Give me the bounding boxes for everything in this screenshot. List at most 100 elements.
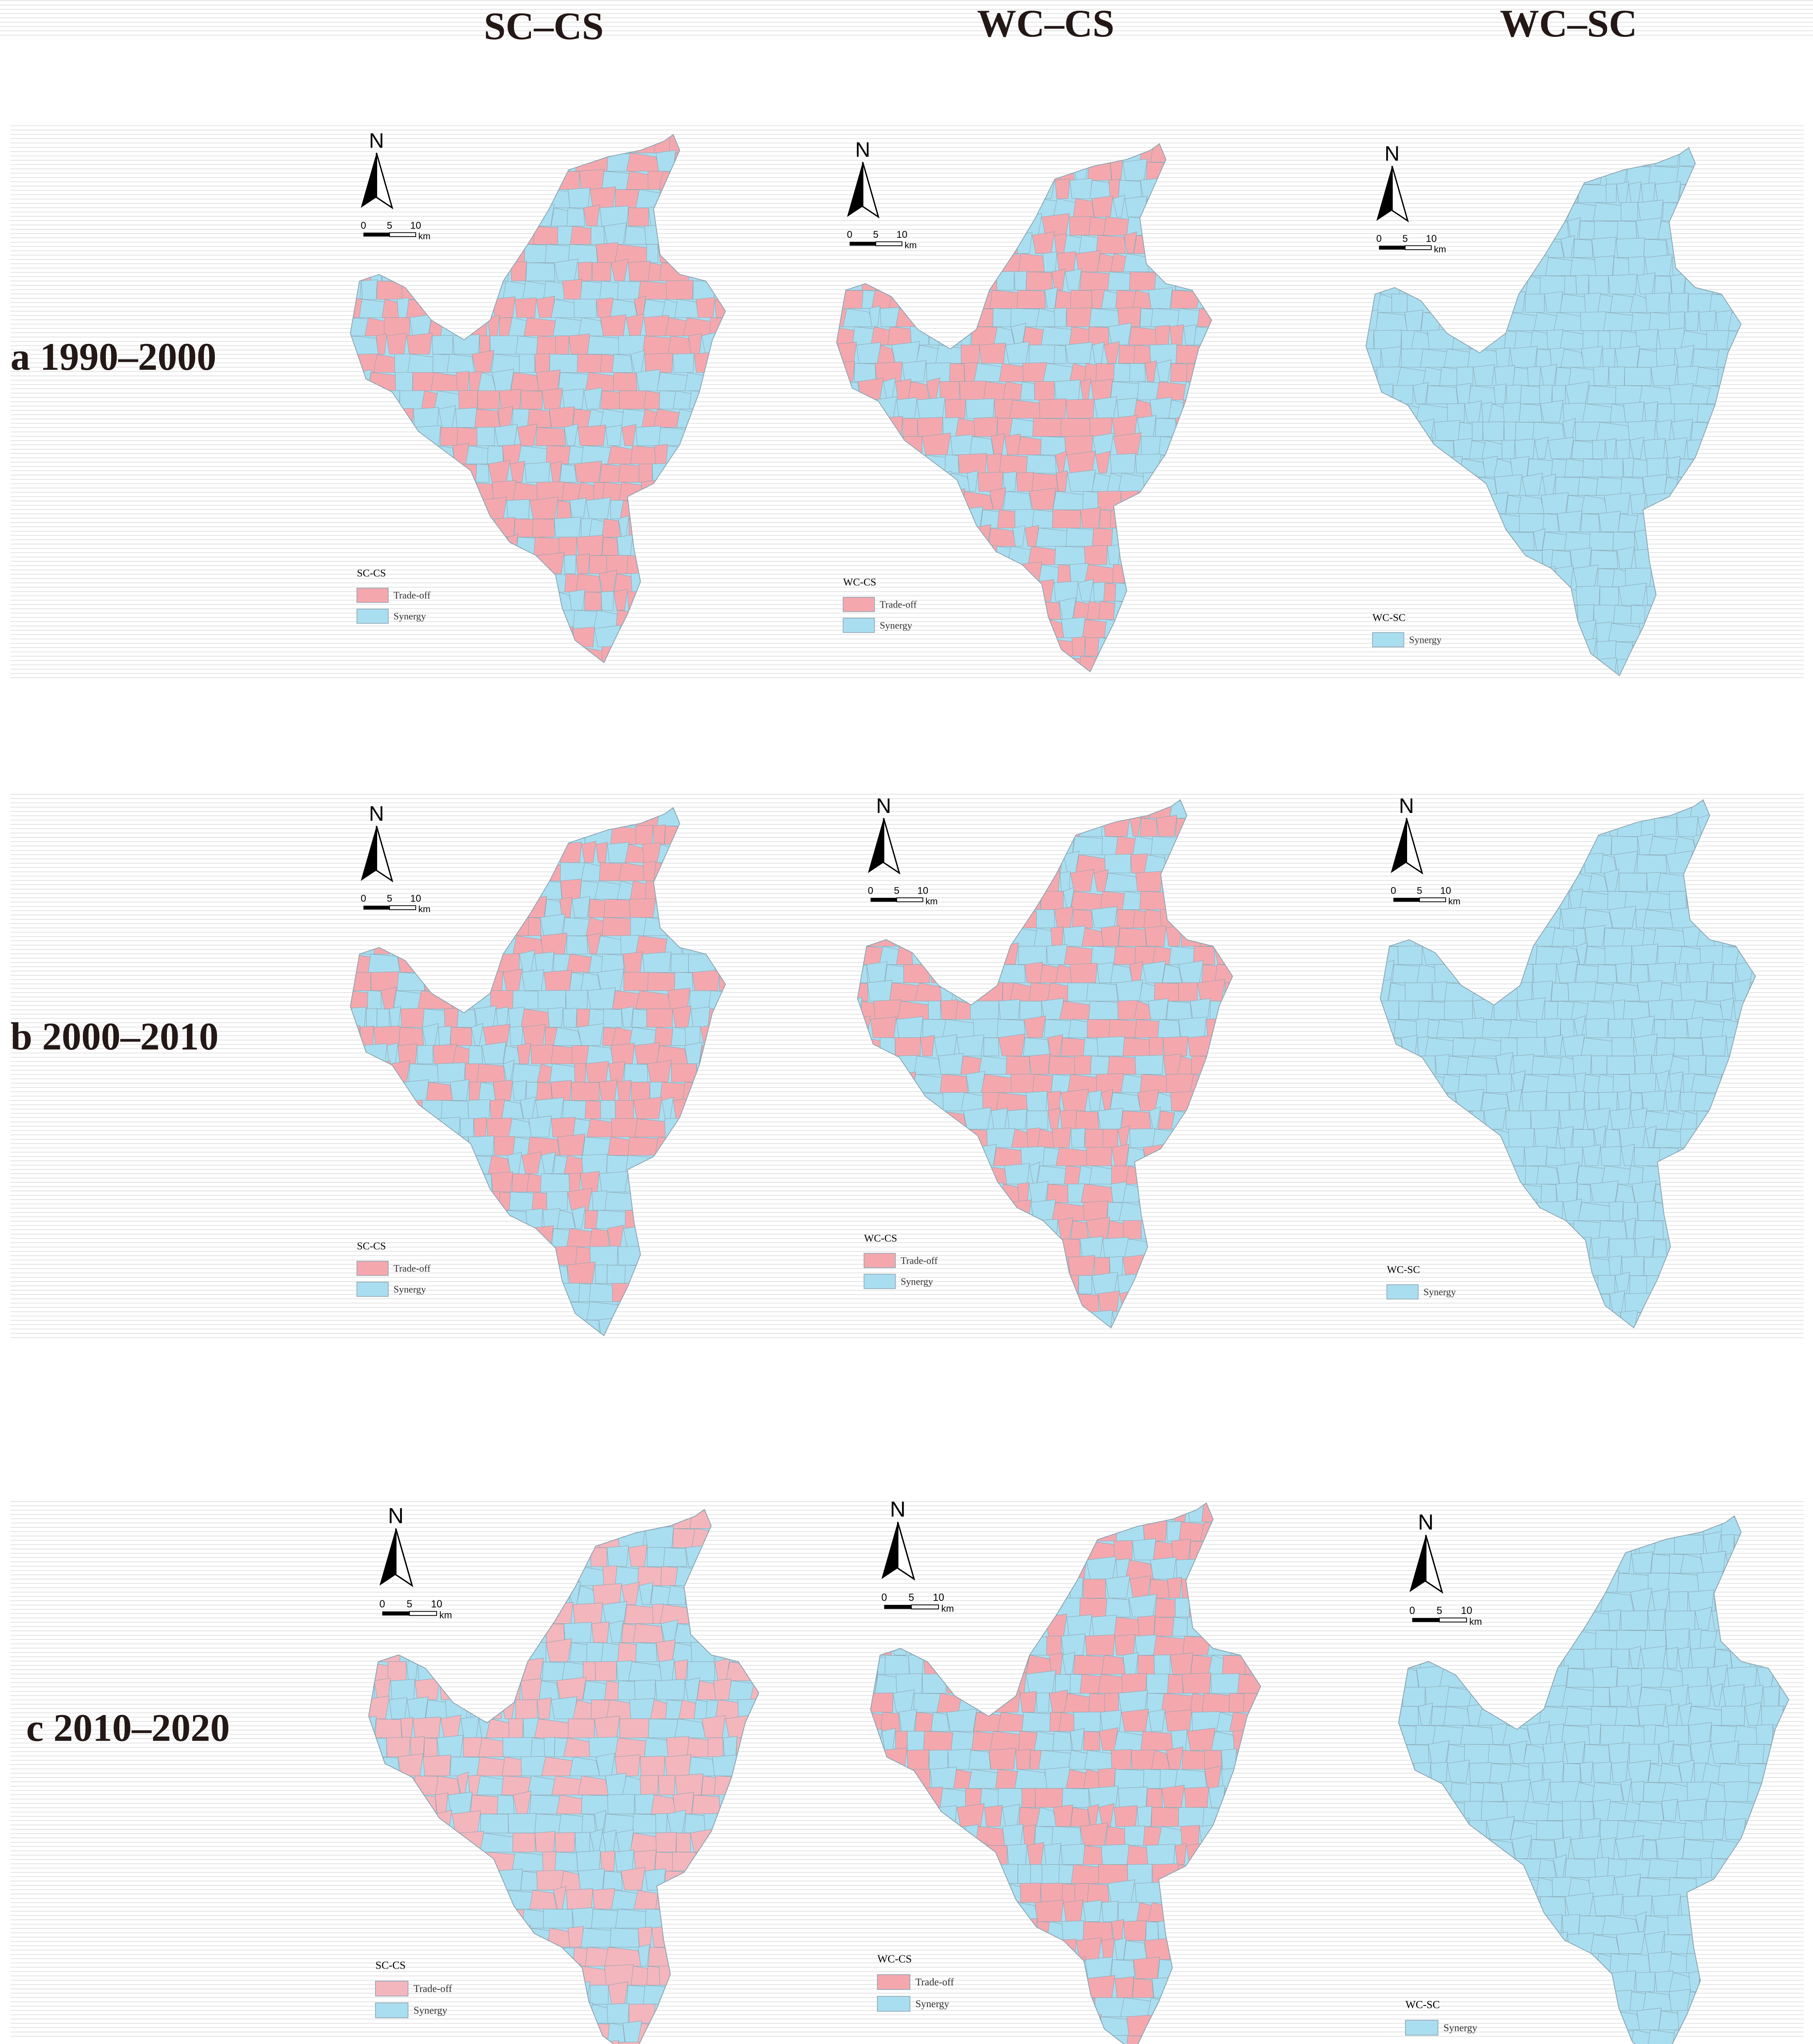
sub-watershed	[922, 432, 951, 455]
sub-watershed	[931, 1712, 950, 1732]
sub-watershed	[581, 1154, 608, 1174]
sub-watershed	[653, 824, 666, 844]
legend-label: Synergy	[394, 1284, 426, 1295]
watershed-boundary	[836, 143, 1212, 673]
sub-watershed	[374, 1338, 398, 1357]
sub-watershed	[536, 335, 557, 355]
sub-watershed	[401, 1008, 425, 1028]
legend-label: Synergy	[394, 611, 426, 622]
sub-watershed	[1412, 382, 1428, 404]
sub-watershed	[1007, 1109, 1027, 1129]
sub-watershed	[999, 454, 1030, 473]
sub-watershed	[612, 354, 633, 373]
sub-watershed	[1075, 1111, 1099, 1129]
sub-watershed	[532, 1191, 549, 1211]
sub-watershed	[512, 990, 539, 1009]
sub-watershed	[1040, 436, 1066, 455]
sub-watershed	[592, 1888, 615, 1910]
sub-watershed	[945, 398, 966, 419]
sub-watershed	[1089, 308, 1120, 327]
sub-watershed	[536, 369, 560, 391]
legend-swatch	[863, 1253, 896, 1268]
sub-watershed	[1163, 1036, 1188, 1056]
sub-watershed	[558, 1814, 586, 1833]
sub-watershed	[765, 2042, 788, 2044]
sub-watershed	[574, 298, 597, 318]
sub-watershed	[600, 1100, 616, 1119]
sub-watershed	[1481, 678, 1504, 697]
north-label: N	[876, 794, 891, 817]
sub-watershed	[1706, 982, 1733, 1002]
sub-watershed	[520, 1871, 539, 1890]
sub-watershed	[1092, 432, 1114, 455]
sub-watershed	[1114, 1769, 1145, 1789]
sub-watershed	[1086, 1556, 1116, 1580]
sub-watershed	[1652, 927, 1686, 947]
sub-watershed	[1051, 1826, 1082, 1846]
sub-watershed	[896, 397, 918, 419]
sub-watershed	[570, 225, 594, 245]
sub-watershed	[856, 342, 881, 364]
sub-watershed	[1398, 1001, 1420, 1020]
sub-watershed	[1014, 271, 1027, 291]
sub-watershed	[648, 1719, 679, 1738]
sub-watershed	[435, 1792, 449, 1814]
sub-watershed	[1101, 1655, 1126, 1675]
sub-watershed	[1638, 200, 1664, 221]
sub-watershed	[1439, 367, 1459, 386]
sub-watershed	[1597, 1275, 1615, 1294]
sub-watershed	[1062, 1788, 1090, 1808]
sub-watershed	[1060, 1088, 1089, 1111]
sub-watershed	[1025, 271, 1053, 291]
sub-watershed	[1021, 1712, 1052, 1732]
sub-watershed	[617, 1642, 639, 1662]
sub-watershed	[606, 555, 629, 574]
sub-watershed	[1113, 194, 1125, 217]
sub-watershed	[1519, 513, 1545, 532]
sub-watershed	[499, 389, 522, 410]
sub-watershed	[537, 1697, 551, 1719]
sub-watershed	[536, 481, 565, 501]
sub-watershed	[646, 2042, 679, 2044]
sub-watershed	[1108, 179, 1120, 199]
sub-watershed	[1601, 678, 1616, 697]
sub-watershed	[376, 333, 387, 355]
sub-watershed	[1521, 1090, 1547, 1111]
legend-swatch	[843, 597, 875, 612]
scale-tick-label: 5	[873, 229, 878, 240]
sub-watershed	[1025, 1670, 1056, 1693]
sub-watershed	[1092, 528, 1114, 547]
sub-watershed	[638, 463, 653, 483]
sub-watershed	[666, 1736, 690, 1757]
sub-watershed	[476, 1063, 506, 1083]
sub-watershed	[1064, 946, 1096, 965]
sub-watershed	[1084, 1129, 1104, 1148]
sub-watershed	[633, 1623, 664, 1643]
sub-watershed	[1688, 1055, 1706, 1074]
sub-watershed	[1620, 477, 1644, 496]
sub-watershed	[672, 1005, 692, 1028]
sub-watershed	[546, 445, 572, 464]
sub-watershed	[1069, 178, 1093, 199]
sub-watershed	[519, 354, 535, 373]
sub-watershed	[1073, 1712, 1101, 1732]
sub-watershed	[569, 1642, 590, 1662]
sub-watershed	[638, 1926, 652, 1948]
sub-watershed	[615, 1909, 649, 1928]
sub-watershed	[1143, 909, 1162, 928]
sub-watershed	[638, 280, 669, 300]
column-header: WC–SC	[1500, 2, 1637, 45]
sub-watershed	[671, 954, 689, 973]
sub-watershed	[604, 1191, 635, 1211]
sub-watershed	[1576, 1184, 1592, 1203]
sub-watershed	[550, 1080, 572, 1101]
sub-watershed	[1059, 871, 1071, 892]
sub-watershed	[493, 1080, 513, 1101]
sub-watershed	[1588, 275, 1609, 294]
sub-watershed	[425, 1699, 449, 1719]
sub-watershed	[1113, 363, 1131, 382]
sub-watershed	[506, 499, 530, 519]
sub-watershed	[1585, 1017, 1609, 1038]
sub-watershed	[1012, 525, 1025, 547]
sub-watershed	[1416, 1018, 1429, 1038]
